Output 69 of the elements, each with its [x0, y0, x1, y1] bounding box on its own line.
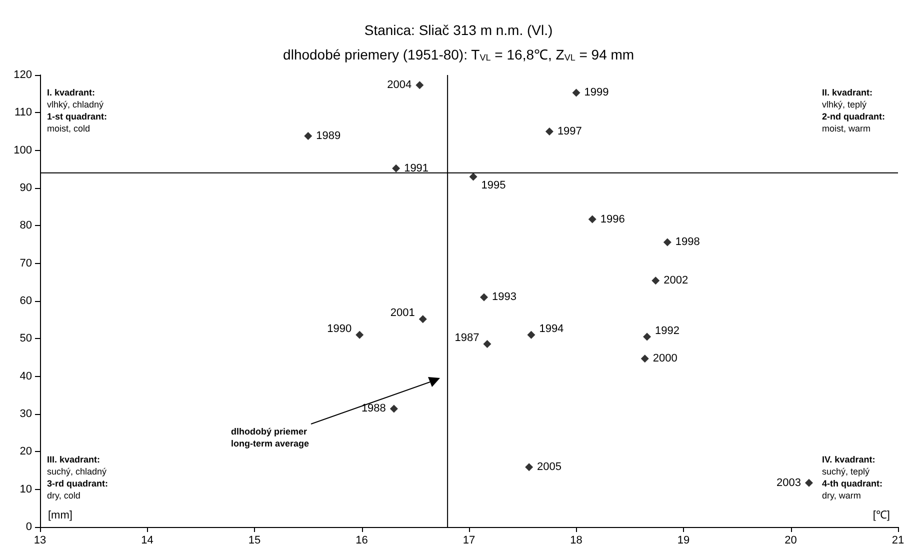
point [416, 81, 424, 90]
annotation: 1989 [316, 130, 341, 142]
y-axis-title: [mm] [48, 510, 72, 522]
annotation: 2001 [390, 307, 415, 320]
annotation: 1999 [584, 86, 609, 99]
annotation: 2003 [776, 476, 801, 489]
annotation: 2000 [652, 352, 678, 365]
y-tick-label: 40 [20, 370, 32, 382]
annotation: I. kvadrant: vlhký, chladný 1-st quadrant: moist, cold [47, 88, 108, 134]
point [588, 215, 596, 224]
annotation: dlhodobý priemer long-term average [231, 426, 310, 448]
y-tick-label: 0 [26, 521, 32, 533]
annotation: 1996 [600, 213, 625, 226]
annotation: 1992 [655, 324, 680, 337]
y-tick-label: 50 [20, 332, 32, 345]
y-tick-label: 70 [20, 257, 32, 270]
annotation: 1993 [492, 291, 516, 304]
x-tick-label: 21 [892, 534, 904, 546]
y-tick-label: 60 [20, 295, 32, 307]
x-tick-label: 13 [34, 534, 46, 546]
point [652, 276, 660, 285]
annotation: 1998 [675, 236, 700, 248]
annotation: 1988 [361, 402, 386, 415]
x-tick-label: 18 [570, 534, 582, 546]
point [804, 478, 813, 487]
point [418, 315, 427, 324]
chart-subtitle: dlhodobé priemery (1951-80): TVL = 16,8℃, ZVL = 94 mm [283, 46, 634, 62]
point [545, 128, 554, 136]
annotation: 2005 [537, 461, 562, 474]
x-tick-label: 19 [677, 534, 690, 546]
y-tick-label: 10 [20, 483, 32, 496]
x-tick-label: 15 [248, 534, 261, 546]
y-tick-label: 30 [20, 408, 32, 420]
point [527, 330, 536, 339]
y-tick-label: 20 [20, 446, 32, 458]
y-tick-label: 120 [14, 69, 32, 81]
point [640, 354, 649, 363]
y-tick-label: 100 [14, 144, 32, 156]
annotation: II. kvadrant: vlhký, teplý 2-nd quadrant: moist, warm [822, 88, 885, 134]
point [390, 404, 398, 413]
annotation: 1995 [481, 180, 506, 192]
x-tick-label: 16 [356, 534, 368, 546]
annotation: IV. kvadrant: suchý, teplý 4-th quadrant: dry, warm [822, 454, 882, 500]
point [663, 238, 672, 246]
y-tick-label: 90 [20, 182, 32, 194]
annotation: 1987 [454, 332, 480, 344]
point [643, 332, 652, 341]
x-tick-label: 14 [141, 534, 154, 546]
point [480, 293, 488, 302]
annotation: 1990 [327, 322, 352, 335]
point [356, 330, 364, 339]
y-tick-label: 110 [14, 106, 32, 119]
point [392, 164, 400, 172]
chart-title: Stanica: Sliač 313 m n.m. (Vl.) [364, 22, 553, 38]
annotation: 1991 [404, 162, 429, 174]
annotation: 2004 [387, 79, 412, 92]
point [483, 340, 492, 348]
point [572, 88, 580, 97]
point [304, 132, 312, 140]
annotation: 1994 [539, 322, 564, 335]
x-tick-label: 17 [462, 534, 476, 546]
x-tick-label: 20 [784, 534, 797, 546]
annotation: 2002 [664, 274, 688, 287]
annotation: 1997 [557, 126, 582, 138]
point [525, 463, 534, 472]
y-tick-label: 80 [20, 220, 32, 232]
x-axis-title: [℃] [872, 510, 890, 522]
point [469, 172, 478, 181]
annotation: III. kvadrant: suchý, chladný 3-rd quadrant: dry, cold [47, 454, 108, 500]
